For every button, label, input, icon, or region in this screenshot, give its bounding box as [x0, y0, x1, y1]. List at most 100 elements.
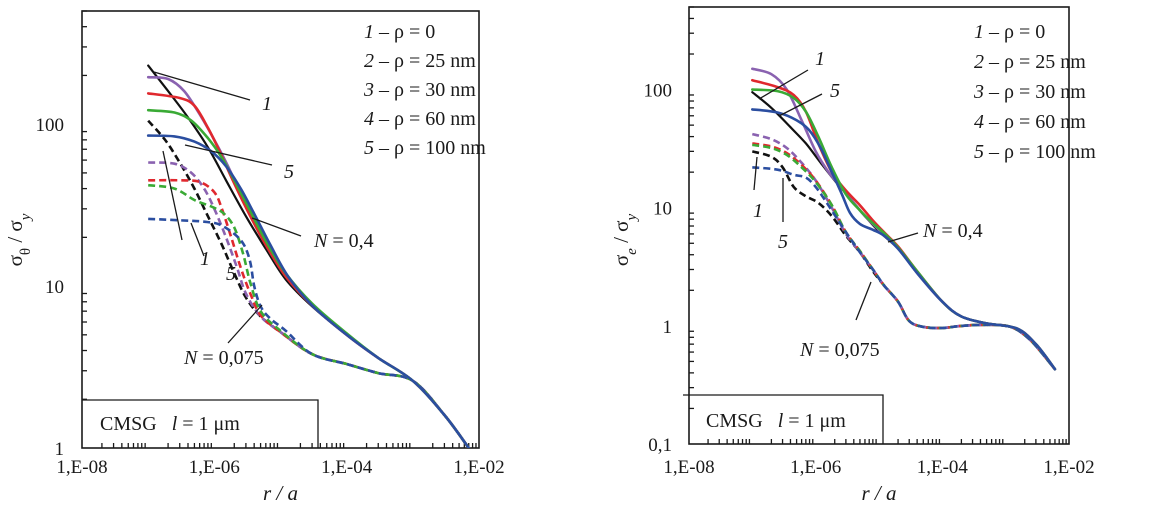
left-series-line	[148, 161, 470, 448]
left-series-line	[148, 183, 470, 448]
left-annotation-leader	[227, 304, 263, 344]
inset-l-symbol: l	[778, 410, 784, 432]
left-legend-entry: 5 – ρ = 100 nm	[364, 137, 486, 159]
left-annotation-leader	[190, 222, 205, 257]
legend-entry-number: 4	[364, 108, 374, 130]
y-axis-title-sep: / σ	[609, 221, 633, 249]
left-legend-entry: 1 – ρ = 0	[364, 21, 435, 43]
left-y-tick-label: 100	[36, 115, 65, 136]
left-x-tick-label: 1,E-08	[56, 457, 107, 478]
right-legend-entry: 2 – ρ = 25 nm	[974, 51, 1086, 73]
left-legend-entry: 3 – ρ = 30 nm	[363, 79, 476, 101]
legend-entry-number: 2	[364, 50, 374, 72]
left-inset-label: CMSG l = 1 μm	[100, 413, 240, 435]
right-annotation-leader	[887, 232, 919, 243]
left-legend-entry: 4 – ρ = 60 nm	[364, 108, 476, 130]
left-x-axis-title: r / a	[263, 481, 298, 505]
right-annotation: N = 0,075	[799, 339, 880, 361]
annotation-n-value: = 0,4	[327, 230, 373, 252]
y-axis-title-sub: θ	[18, 248, 34, 255]
right-annotation: N = 0,4	[922, 220, 983, 242]
right-series-line	[752, 166, 1056, 371]
left-annotation: 5	[226, 263, 236, 285]
right-x-axis-title: r / a	[861, 481, 896, 505]
legend-entry-number: 5	[364, 137, 374, 159]
legend-entry-text: – ρ = 25 nm	[984, 51, 1086, 73]
legend-entry-text: – ρ = 0	[374, 21, 435, 43]
inset-model: CMSG	[100, 413, 172, 435]
inset-model: CMSG	[706, 410, 778, 432]
right-y-tick-label: 0,1	[648, 435, 672, 456]
annotation-n-value: = 0,075	[197, 347, 263, 369]
right-inset-label: CMSG l = 1 μm	[706, 410, 846, 432]
left-annotation: 1	[200, 248, 210, 270]
left-x-tick-label: 1,E-04	[321, 457, 373, 478]
left-annotation-leader	[153, 71, 251, 101]
legend-entry-number: 3	[363, 79, 374, 101]
legend-entry-number: 3	[973, 81, 984, 103]
legend-entry-number: 1	[364, 21, 374, 43]
right-y-axis-title: σe / σy	[609, 214, 640, 267]
left-inset-box	[82, 399, 319, 448]
annotation-n-symbol: N	[799, 339, 815, 361]
y-axis-title-sub: e	[624, 248, 640, 255]
right-legend-entry: 1 – ρ = 0	[974, 21, 1045, 43]
right-x-tick-label: 1,E-06	[790, 457, 841, 478]
right-annotation-leader	[758, 69, 809, 100]
right-annotation-leader	[778, 93, 823, 117]
right-annotation: 1	[753, 200, 763, 222]
legend-entry-text: – ρ = 100 nm	[374, 137, 486, 159]
right-chart-panel: 1,E-08 1,E-06 1,E-04 1,E-02 0,1 1 10 100 r / a σe…	[609, 6, 1096, 505]
right-annotation-leader	[855, 281, 872, 321]
legend-entry-text: – ρ = 60 nm	[374, 108, 476, 130]
annotation-n-symbol: N	[183, 347, 199, 369]
legend-entry-number: 2	[974, 51, 984, 73]
right-legend-entry: 3 – ρ = 30 nm	[973, 81, 1086, 103]
left-annotation: N = 0,4	[313, 230, 374, 252]
legend-entry-number: 4	[974, 111, 984, 133]
legend-entry-text: – ρ = 30 nm	[984, 81, 1086, 103]
left-series-line	[146, 134, 471, 448]
legend-entry-text: – ρ = 100 nm	[984, 141, 1096, 163]
left-annotation-leader	[162, 150, 183, 241]
left-annotation: 5	[284, 161, 294, 183]
right-legend-entry: 5 – ρ = 100 nm	[974, 141, 1096, 163]
right-y-tick-label: 100	[644, 81, 673, 102]
right-annotation: 1	[815, 48, 825, 70]
legend-entry-number: 1	[974, 21, 984, 43]
right-series-line	[751, 108, 1057, 371]
legend-entry-number: 5	[974, 141, 984, 163]
left-annotation-leader	[251, 217, 302, 237]
left-y-tick-label: 10	[45, 277, 64, 298]
right-legend-entry: 4 – ρ = 60 nm	[974, 111, 1086, 133]
right-annotation: 5	[778, 231, 788, 253]
legend-entry-text: – ρ = 0	[984, 21, 1045, 43]
right-x-tick-label: 1,E-04	[917, 457, 969, 478]
left-y-axis-title: σθ / σy	[3, 213, 34, 266]
left-series-line	[146, 108, 471, 448]
inset-value: = 1 μm	[177, 413, 240, 435]
y-axis-title-sigma: σ	[609, 255, 633, 266]
y-axis-title-sigma: σ	[3, 255, 27, 266]
annotation-n-symbol: N	[922, 220, 938, 242]
left-legend-entry: 2 – ρ = 25 nm	[364, 50, 476, 72]
y-axis-title-sep: / σ	[3, 220, 27, 248]
annotation-n-symbol: N	[313, 230, 329, 252]
y-axis-title-sub-y: y	[18, 213, 34, 222]
left-x-tick-label: 1,E-06	[189, 457, 240, 478]
left-plot-frame	[81, 10, 480, 449]
left-annotation: N = 0,075	[183, 347, 264, 369]
right-x-tick-label: 1,E-08	[663, 457, 714, 478]
left-chart-panel: 1,E-08 1,E-06 1,E-04 1,E-02 1 10 100 r / a σθ / …	[3, 10, 505, 505]
inset-l-symbol: l	[172, 413, 178, 435]
left-x-tick-label: 1,E-02	[453, 457, 504, 478]
left-series-line	[146, 75, 471, 448]
left-y-tick-label: 1	[55, 439, 65, 460]
right-x-tick-label: 1,E-02	[1043, 457, 1094, 478]
left-annotation: 1	[262, 93, 272, 115]
annotation-n-value: = 0,4	[936, 220, 982, 242]
legend-entry-text: – ρ = 30 nm	[374, 79, 476, 101]
y-axis-title-sub-y: y	[624, 214, 640, 223]
right-annotation: 5	[830, 80, 840, 102]
